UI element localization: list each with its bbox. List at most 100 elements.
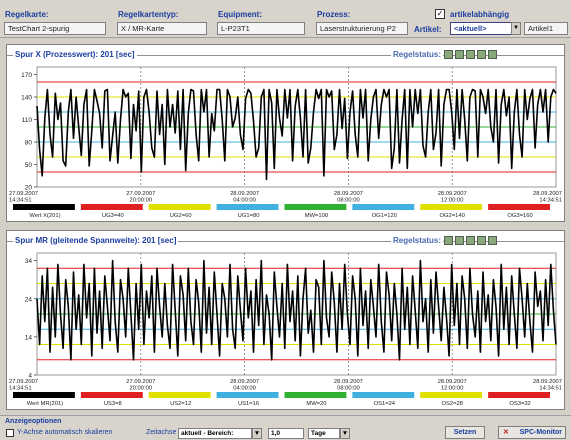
y-tick-label: 20 [25,185,33,192]
num-input[interactable]: 1,0 [268,428,304,439]
status-square [444,50,453,59]
regelstatus-label: Regelstatus: [391,50,444,59]
equipment-field: L-P23T1 [217,22,305,35]
y-tick-label: 14 [25,334,33,341]
legend-label: OS1=24 [374,401,396,407]
x-tick-label: 14:34:51 [539,198,562,204]
chart-panel-mr: Spur MR (gleitende Spannweite): 201 [sec… [6,230,565,410]
artikel-label: Artikel: [414,25,442,34]
y-tick-label: 24 [25,296,33,303]
legend-swatch [216,204,279,210]
legend-label: US2=12 [170,401,191,407]
x-tick-label: 28.09.2007 [334,379,363,385]
equipment-label: Equipment: [218,10,262,19]
setzen-button[interactable]: Setzen [445,426,485,439]
anzeigeoptionen-label: Anzeigeoptionen [5,418,62,425]
prozess-label: Prozess: [317,10,351,19]
y-tick-label: 80 [25,140,33,147]
x-tick-label: 28.09.2007 [438,379,467,385]
legend-label: US1=16 [238,401,259,407]
legend-swatch [420,392,483,398]
legend-label: UG1=80 [238,213,260,219]
legend-swatch [216,392,279,398]
artikel-field: Artikel1 [524,22,568,35]
header-bar: Regelkarte: TestChart 2-spurig Regelkart… [0,0,571,38]
x-tick-label: 28.09.2007 [533,379,562,385]
legend-label: OG1=120 [372,213,397,219]
legend-label: OG2=140 [440,213,465,219]
y-tick-label: 170 [21,72,32,79]
x-tick-label: 08:00:00 [337,386,360,392]
x-tick-label: 27.09.2007 [126,191,155,197]
bereich-select[interactable]: aktuell - Bereich: [178,428,252,439]
unit-select[interactable]: Tage [308,428,340,439]
series-line [36,259,557,361]
x-tick-label: 28.09.2007 [533,191,562,197]
prozess-field: Laserstrukturierung P2 [316,22,408,35]
regelkarte-field: TestChart 2-spurig [4,22,106,35]
chart-x-title: Spur X (Prozesswert): 201 [sec] [13,50,137,59]
legend-swatch [352,392,415,398]
legend-label: Wert X(201) [29,213,60,219]
spc-monitor-label: SPC-Monitor [519,429,562,436]
yaxis-checkbox[interactable] [6,429,14,437]
artikelabhaengig-checkbox[interactable]: ✓ [435,9,445,19]
legend-swatch [352,204,415,210]
status-square [477,236,486,245]
x-tick-label: 12:00:00 [441,386,464,392]
legend-swatch [488,204,550,210]
legend-label: US3=8 [104,401,122,407]
x-tick-label: 28.09.2007 [438,191,467,197]
legend-swatch [13,204,75,210]
legend-swatch [80,204,143,210]
chevron-down-icon[interactable]: ▼ [340,428,350,439]
spc-monitor-button[interactable]: ✕ SPC-Monitor [498,426,566,439]
x-tick-label: 27.09.2007 [9,191,38,197]
legend-swatch [284,204,347,210]
legend-swatch [284,392,347,398]
legend-label: UG2=60 [170,213,192,219]
chevron-down-icon[interactable]: ▼ [511,22,521,35]
artikel-select[interactable]: <aktuell> [450,22,520,35]
y-tick-label: 110 [22,117,33,124]
status-square [444,236,453,245]
legend-swatch [80,392,143,398]
x-tick-label: 14:34:51 [9,386,32,392]
x-tick-label: 27.09.2007 [126,379,155,385]
spc-icon: ✕ [503,429,509,436]
x-tick-label: 12:00:00 [441,198,464,204]
status-square [466,50,475,59]
legend-label: OG3=160 [507,213,532,219]
zeitachse-label: Zeitachse [146,429,177,436]
legend-swatch [13,392,75,398]
y-tick-label: 50 [25,162,33,169]
regelkarte-label: Regelkarte: [5,10,49,19]
status-square [455,50,464,59]
x-tick-label: 04:00:00 [233,198,256,204]
status-square [455,236,464,245]
status-square [488,50,497,59]
legend-swatch [148,392,211,398]
y-tick-label: 34 [25,258,33,265]
x-tick-label: 28.09.2007 [230,191,259,197]
legend-label: MW=20 [306,401,326,407]
x-tick-label: 14:34:51 [539,386,562,392]
chart-panel-x: Spur X (Prozesswert): 201 [sec] Regelsta… [6,44,565,222]
x-tick-label: 14:34:51 [9,198,32,204]
status-square [488,236,497,245]
chevron-down-icon[interactable]: ▼ [252,428,262,439]
chart-x: 17014011080502027.09.200714:34:5127.09.2… [9,66,562,219]
legend-label: OS2=28 [441,401,462,407]
legend-label: MW=100 [305,213,328,219]
regelkartentyp-label: Regelkartentyp: [118,10,179,19]
legend-label: OS3=32 [509,401,530,407]
status-square [466,236,475,245]
options-bar: Anzeigeoptionen Y-Achse automatisch skal… [0,415,571,440]
legend-label: Wert MR(201) [27,401,63,407]
legend-label: UG3=40 [102,213,124,219]
legend-swatch [420,204,483,210]
x-tick-label: 28.09.2007 [230,379,259,385]
regelstatus-label: Regelstatus: [391,236,444,245]
x-tick-label: 28.09.2007 [334,191,363,197]
x-tick-label: 20:00:00 [130,386,153,392]
